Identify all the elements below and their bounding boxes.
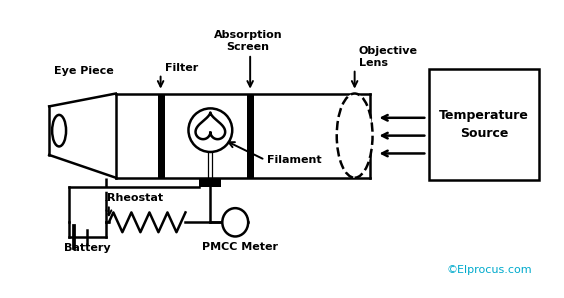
Bar [200, 178, 221, 187]
Text: Battery: Battery [64, 243, 111, 253]
Text: PMCC Meter: PMCC Meter [202, 242, 278, 252]
Bar [429, 69, 539, 180]
Ellipse shape [337, 94, 373, 178]
Bar [157, 94, 165, 178]
Text: Rheostat: Rheostat [107, 193, 163, 204]
Text: Absorption
Screen: Absorption Screen [214, 30, 283, 52]
Circle shape [188, 108, 232, 152]
Text: Objective
Lens: Objective Lens [359, 46, 417, 68]
Bar [247, 94, 254, 178]
Text: Filament: Filament [267, 155, 321, 165]
Text: Filter: Filter [165, 63, 198, 73]
Text: Eye Piece: Eye Piece [54, 66, 114, 76]
Ellipse shape [222, 208, 248, 237]
Text: Temperature
Source: Temperature Source [439, 109, 529, 140]
Text: ©Elprocus.com: ©Elprocus.com [446, 265, 532, 275]
